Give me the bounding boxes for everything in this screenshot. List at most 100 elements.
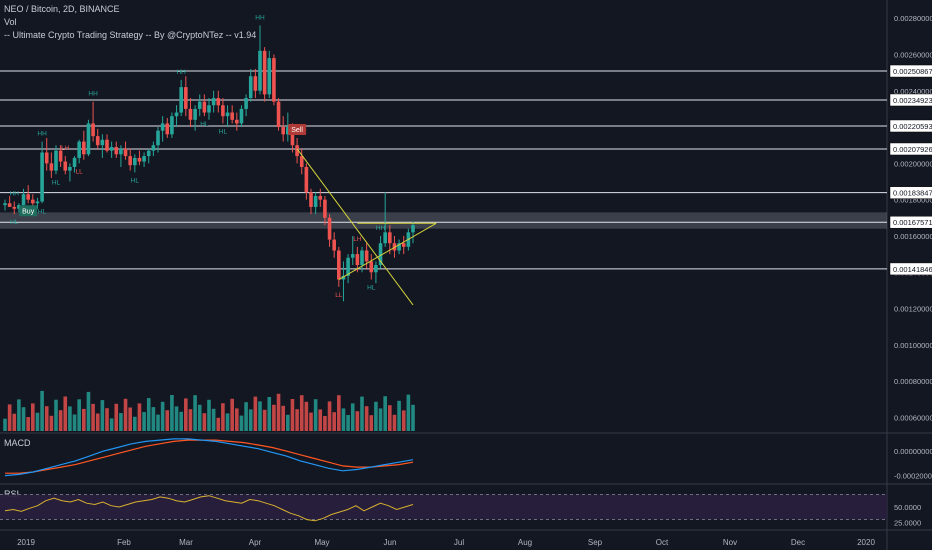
candle-body: [332, 239, 336, 251]
volume-bar: [360, 396, 364, 431]
candle-body: [313, 196, 318, 207]
signal-badge: [19, 205, 38, 217]
volume-bar: [197, 404, 202, 431]
candle-body: [248, 76, 253, 99]
candle-body: [258, 50, 262, 91]
candle-body: [54, 150, 58, 171]
volume-bar: [31, 403, 35, 431]
candle-body: [337, 250, 341, 280]
volume-bar: [21, 407, 26, 431]
candle-body: [401, 243, 406, 247]
volume-bar: [392, 414, 397, 431]
signal-badge: [288, 123, 307, 135]
volume-bar: [388, 405, 392, 431]
volume-bar: [299, 395, 304, 431]
pivot-label: HL: [367, 285, 376, 292]
candle-body: [137, 157, 142, 162]
volume-bar: [105, 408, 109, 431]
volume-bar: [137, 403, 142, 431]
strategy-indicator-label[interactable]: -- Ultimate Crypto Trading Strategy -- B…: [4, 30, 257, 40]
volume-bar: [304, 401, 309, 431]
time-tick-label: May: [314, 538, 329, 547]
time-tick-label: Apr: [249, 538, 262, 547]
candle-body: [411, 225, 415, 233]
candle-body: [309, 192, 313, 207]
symbol-title: NEO / Bitcoin, 2D, BINANCE: [4, 4, 120, 14]
time-tick-label: 2019: [17, 538, 35, 547]
candle-body: [77, 141, 81, 158]
price-tick-label: 0.00240000: [894, 87, 932, 96]
time-tick-label: Feb: [117, 538, 131, 547]
candle-body: [146, 150, 151, 157]
candle-body: [350, 254, 355, 258]
volume-bar: [44, 406, 49, 431]
volume-bar: [313, 399, 318, 431]
volume-bar: [156, 414, 160, 431]
price-tick-label: 0.00120000: [894, 305, 932, 314]
candle-body: [151, 145, 156, 151]
volume-bar: [54, 399, 58, 431]
candle-body: [378, 243, 383, 266]
time-tick-label: 2020: [857, 538, 875, 547]
buy-signal-label: Buy: [22, 208, 35, 215]
volume-bar: [72, 414, 77, 431]
candle-body: [276, 101, 281, 128]
volume-bar: [262, 409, 267, 431]
volume-bar: [337, 395, 341, 431]
candle-body: [3, 203, 7, 206]
volume-bar: [235, 408, 239, 431]
candle-body: [179, 87, 183, 113]
volume-bar: [12, 413, 17, 431]
macd-tick-label: 0.00000000: [894, 447, 932, 456]
candle-body: [109, 147, 114, 151]
level-label: 0.00183847: [893, 189, 932, 198]
candle-body: [290, 127, 295, 146]
time-tick-label: Dec: [791, 538, 805, 547]
volume-indicator-label[interactable]: Vol: [4, 17, 17, 27]
candle-body: [128, 156, 132, 166]
volume-bar: [281, 405, 285, 431]
macd-signal-line: [5, 439, 414, 474]
volume-bar: [350, 403, 355, 431]
pivot-label: HH: [37, 131, 47, 138]
level-label-box: [889, 262, 932, 276]
candle-body: [165, 123, 170, 135]
volume-bar: [193, 395, 197, 431]
time-tick-label: Jun: [384, 538, 397, 547]
time-tick-label: Sep: [588, 538, 603, 547]
volume-bar: [397, 400, 401, 431]
macd-panel-label[interactable]: MACD: [4, 438, 31, 448]
trendline: [338, 222, 437, 280]
time-tick-label: Jul: [454, 538, 464, 547]
volume-bar: [133, 416, 137, 431]
volume-bar: [17, 399, 21, 431]
level-label: 0.00207926: [893, 145, 932, 154]
candle-body: [58, 150, 63, 162]
candle-body: [95, 136, 100, 146]
candle-body: [346, 257, 350, 276]
candle-body: [235, 119, 239, 124]
candle-body: [17, 205, 21, 209]
volume-bar: [290, 399, 295, 431]
volume-bar: [211, 408, 216, 431]
volume-bar: [95, 413, 100, 431]
volume-bar: [109, 418, 114, 431]
trendline: [296, 148, 414, 306]
volume-bar: [91, 403, 95, 431]
candle-body: [341, 275, 346, 280]
rsi-band: [0, 494, 887, 520]
candle-body: [31, 199, 35, 204]
rsi-panel-label[interactable]: RSI: [4, 489, 20, 499]
candle-body: [142, 156, 146, 162]
candle-body: [21, 194, 26, 206]
volume-bar: [318, 409, 323, 431]
candle-body: [105, 139, 109, 151]
candle-body: [364, 250, 369, 262]
candle-body: [221, 105, 225, 117]
volume-bar: [63, 396, 68, 431]
pivot-label: HL: [38, 208, 47, 215]
candle-body: [114, 147, 119, 155]
candle-body: [239, 108, 244, 124]
pivot-label: HH: [88, 91, 98, 98]
